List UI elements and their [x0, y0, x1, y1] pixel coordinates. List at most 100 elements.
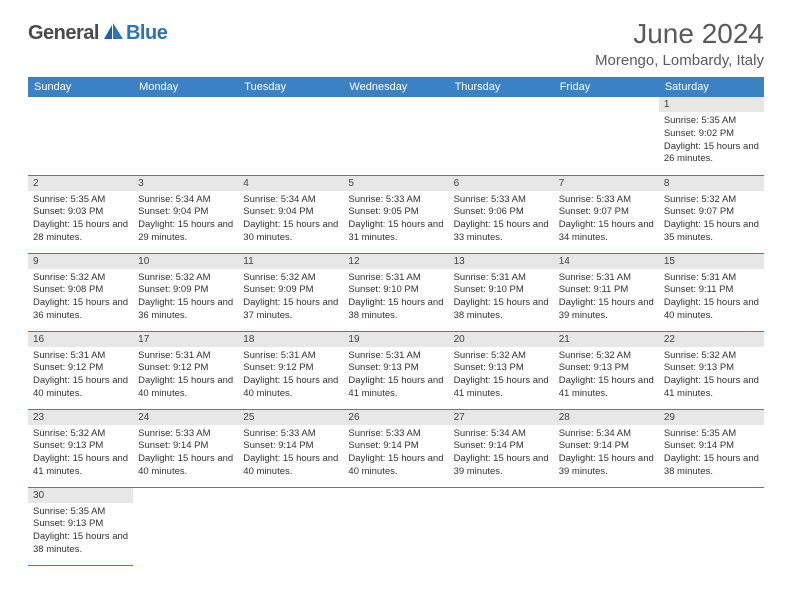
calendar-page: General Blue June 2024 Morengo, Lombardy… [0, 0, 792, 576]
day-number: 14 [554, 254, 659, 269]
day-number: 24 [133, 410, 238, 425]
sail-icon [102, 23, 124, 44]
day-content: Sunrise: 5:34 AMSunset: 9:14 PMDaylight:… [449, 425, 554, 483]
day-content: Sunrise: 5:31 AMSunset: 9:11 PMDaylight:… [659, 269, 764, 327]
calendar-day: 15Sunrise: 5:31 AMSunset: 9:11 PMDayligh… [659, 253, 764, 331]
weekday-header: Thursday [449, 77, 554, 97]
day-number: 16 [28, 332, 133, 347]
calendar-day: 30Sunrise: 5:35 AMSunset: 9:13 PMDayligh… [28, 487, 133, 565]
day-content: Sunrise: 5:33 AMSunset: 9:07 PMDaylight:… [554, 191, 659, 249]
calendar-day: 28Sunrise: 5:34 AMSunset: 9:14 PMDayligh… [554, 409, 659, 487]
day-content: Sunrise: 5:32 AMSunset: 9:09 PMDaylight:… [133, 269, 238, 327]
calendar-table: SundayMondayTuesdayWednesdayThursdayFrid… [28, 77, 764, 566]
calendar-empty [449, 97, 554, 175]
day-number: 21 [554, 332, 659, 347]
calendar-day: 25Sunrise: 5:33 AMSunset: 9:14 PMDayligh… [238, 409, 343, 487]
day-content: Sunrise: 5:33 AMSunset: 9:05 PMDaylight:… [343, 191, 448, 249]
calendar-empty [554, 487, 659, 565]
calendar-empty [133, 487, 238, 565]
header: General Blue June 2024 Morengo, Lombardy… [28, 18, 764, 69]
calendar-day: 21Sunrise: 5:32 AMSunset: 9:13 PMDayligh… [554, 331, 659, 409]
calendar-day: 8Sunrise: 5:32 AMSunset: 9:07 PMDaylight… [659, 175, 764, 253]
calendar-week: 30Sunrise: 5:35 AMSunset: 9:13 PMDayligh… [28, 487, 764, 565]
day-content: Sunrise: 5:34 AMSunset: 9:14 PMDaylight:… [554, 425, 659, 483]
day-content: Sunrise: 5:32 AMSunset: 9:09 PMDaylight:… [238, 269, 343, 327]
day-number: 23 [28, 410, 133, 425]
calendar-week: 9Sunrise: 5:32 AMSunset: 9:08 PMDaylight… [28, 253, 764, 331]
calendar-day: 27Sunrise: 5:34 AMSunset: 9:14 PMDayligh… [449, 409, 554, 487]
day-number: 4 [238, 176, 343, 191]
day-number: 25 [238, 410, 343, 425]
calendar-day: 1Sunrise: 5:35 AMSunset: 9:02 PMDaylight… [659, 97, 764, 175]
day-number: 26 [343, 410, 448, 425]
calendar-day: 2Sunrise: 5:35 AMSunset: 9:03 PMDaylight… [28, 175, 133, 253]
calendar-day: 11Sunrise: 5:32 AMSunset: 9:09 PMDayligh… [238, 253, 343, 331]
calendar-day: 22Sunrise: 5:32 AMSunset: 9:13 PMDayligh… [659, 331, 764, 409]
calendar-day: 10Sunrise: 5:32 AMSunset: 9:09 PMDayligh… [133, 253, 238, 331]
day-content: Sunrise: 5:35 AMSunset: 9:02 PMDaylight:… [659, 112, 764, 170]
day-number: 2 [28, 176, 133, 191]
day-content: Sunrise: 5:31 AMSunset: 9:12 PMDaylight:… [28, 347, 133, 405]
calendar-empty [554, 97, 659, 175]
calendar-empty [343, 487, 448, 565]
day-content: Sunrise: 5:31 AMSunset: 9:11 PMDaylight:… [554, 269, 659, 327]
calendar-empty [133, 97, 238, 175]
location: Morengo, Lombardy, Italy [595, 52, 764, 69]
calendar-week: 1Sunrise: 5:35 AMSunset: 9:02 PMDaylight… [28, 97, 764, 175]
calendar-day: 20Sunrise: 5:32 AMSunset: 9:13 PMDayligh… [449, 331, 554, 409]
weekday-header: Wednesday [343, 77, 448, 97]
day-content: Sunrise: 5:34 AMSunset: 9:04 PMDaylight:… [133, 191, 238, 249]
day-content: Sunrise: 5:32 AMSunset: 9:13 PMDaylight:… [659, 347, 764, 405]
day-content: Sunrise: 5:32 AMSunset: 9:08 PMDaylight:… [28, 269, 133, 327]
calendar-day: 29Sunrise: 5:35 AMSunset: 9:14 PMDayligh… [659, 409, 764, 487]
calendar-day: 13Sunrise: 5:31 AMSunset: 9:10 PMDayligh… [449, 253, 554, 331]
day-content: Sunrise: 5:33 AMSunset: 9:14 PMDaylight:… [343, 425, 448, 483]
day-number: 1 [659, 97, 764, 112]
day-content: Sunrise: 5:31 AMSunset: 9:12 PMDaylight:… [133, 347, 238, 405]
calendar-day: 4Sunrise: 5:34 AMSunset: 9:04 PMDaylight… [238, 175, 343, 253]
calendar-day: 7Sunrise: 5:33 AMSunset: 9:07 PMDaylight… [554, 175, 659, 253]
day-number: 30 [28, 488, 133, 503]
day-number: 29 [659, 410, 764, 425]
calendar-day: 3Sunrise: 5:34 AMSunset: 9:04 PMDaylight… [133, 175, 238, 253]
calendar-day: 16Sunrise: 5:31 AMSunset: 9:12 PMDayligh… [28, 331, 133, 409]
day-number: 5 [343, 176, 448, 191]
calendar-empty [238, 487, 343, 565]
day-content: Sunrise: 5:31 AMSunset: 9:10 PMDaylight:… [343, 269, 448, 327]
calendar-day: 5Sunrise: 5:33 AMSunset: 9:05 PMDaylight… [343, 175, 448, 253]
day-number: 28 [554, 410, 659, 425]
calendar-day: 17Sunrise: 5:31 AMSunset: 9:12 PMDayligh… [133, 331, 238, 409]
weekday-header: Tuesday [238, 77, 343, 97]
day-number: 13 [449, 254, 554, 269]
weekday-header: Sunday [28, 77, 133, 97]
calendar-empty [238, 97, 343, 175]
calendar-week: 2Sunrise: 5:35 AMSunset: 9:03 PMDaylight… [28, 175, 764, 253]
day-number: 17 [133, 332, 238, 347]
calendar-head: SundayMondayTuesdayWednesdayThursdayFrid… [28, 77, 764, 97]
calendar-day: 23Sunrise: 5:32 AMSunset: 9:13 PMDayligh… [28, 409, 133, 487]
weekday-header: Monday [133, 77, 238, 97]
day-content: Sunrise: 5:32 AMSunset: 9:13 PMDaylight:… [28, 425, 133, 483]
day-number: 12 [343, 254, 448, 269]
calendar-body: 1Sunrise: 5:35 AMSunset: 9:02 PMDaylight… [28, 97, 764, 565]
calendar-day: 24Sunrise: 5:33 AMSunset: 9:14 PMDayligh… [133, 409, 238, 487]
day-content: Sunrise: 5:35 AMSunset: 9:03 PMDaylight:… [28, 191, 133, 249]
logo-text-general: General [28, 22, 99, 45]
day-content: Sunrise: 5:35 AMSunset: 9:13 PMDaylight:… [28, 503, 133, 561]
calendar-day: 19Sunrise: 5:31 AMSunset: 9:13 PMDayligh… [343, 331, 448, 409]
day-number: 7 [554, 176, 659, 191]
month-title: June 2024 [595, 18, 764, 50]
day-number: 3 [133, 176, 238, 191]
calendar-empty [343, 97, 448, 175]
day-content: Sunrise: 5:33 AMSunset: 9:14 PMDaylight:… [238, 425, 343, 483]
day-content: Sunrise: 5:34 AMSunset: 9:04 PMDaylight:… [238, 191, 343, 249]
day-content: Sunrise: 5:32 AMSunset: 9:13 PMDaylight:… [449, 347, 554, 405]
calendar-day: 18Sunrise: 5:31 AMSunset: 9:12 PMDayligh… [238, 331, 343, 409]
day-number: 27 [449, 410, 554, 425]
calendar-empty [28, 97, 133, 175]
weekday-row: SundayMondayTuesdayWednesdayThursdayFrid… [28, 77, 764, 97]
day-content: Sunrise: 5:31 AMSunset: 9:12 PMDaylight:… [238, 347, 343, 405]
calendar-week: 23Sunrise: 5:32 AMSunset: 9:13 PMDayligh… [28, 409, 764, 487]
day-content: Sunrise: 5:31 AMSunset: 9:10 PMDaylight:… [449, 269, 554, 327]
day-number: 6 [449, 176, 554, 191]
